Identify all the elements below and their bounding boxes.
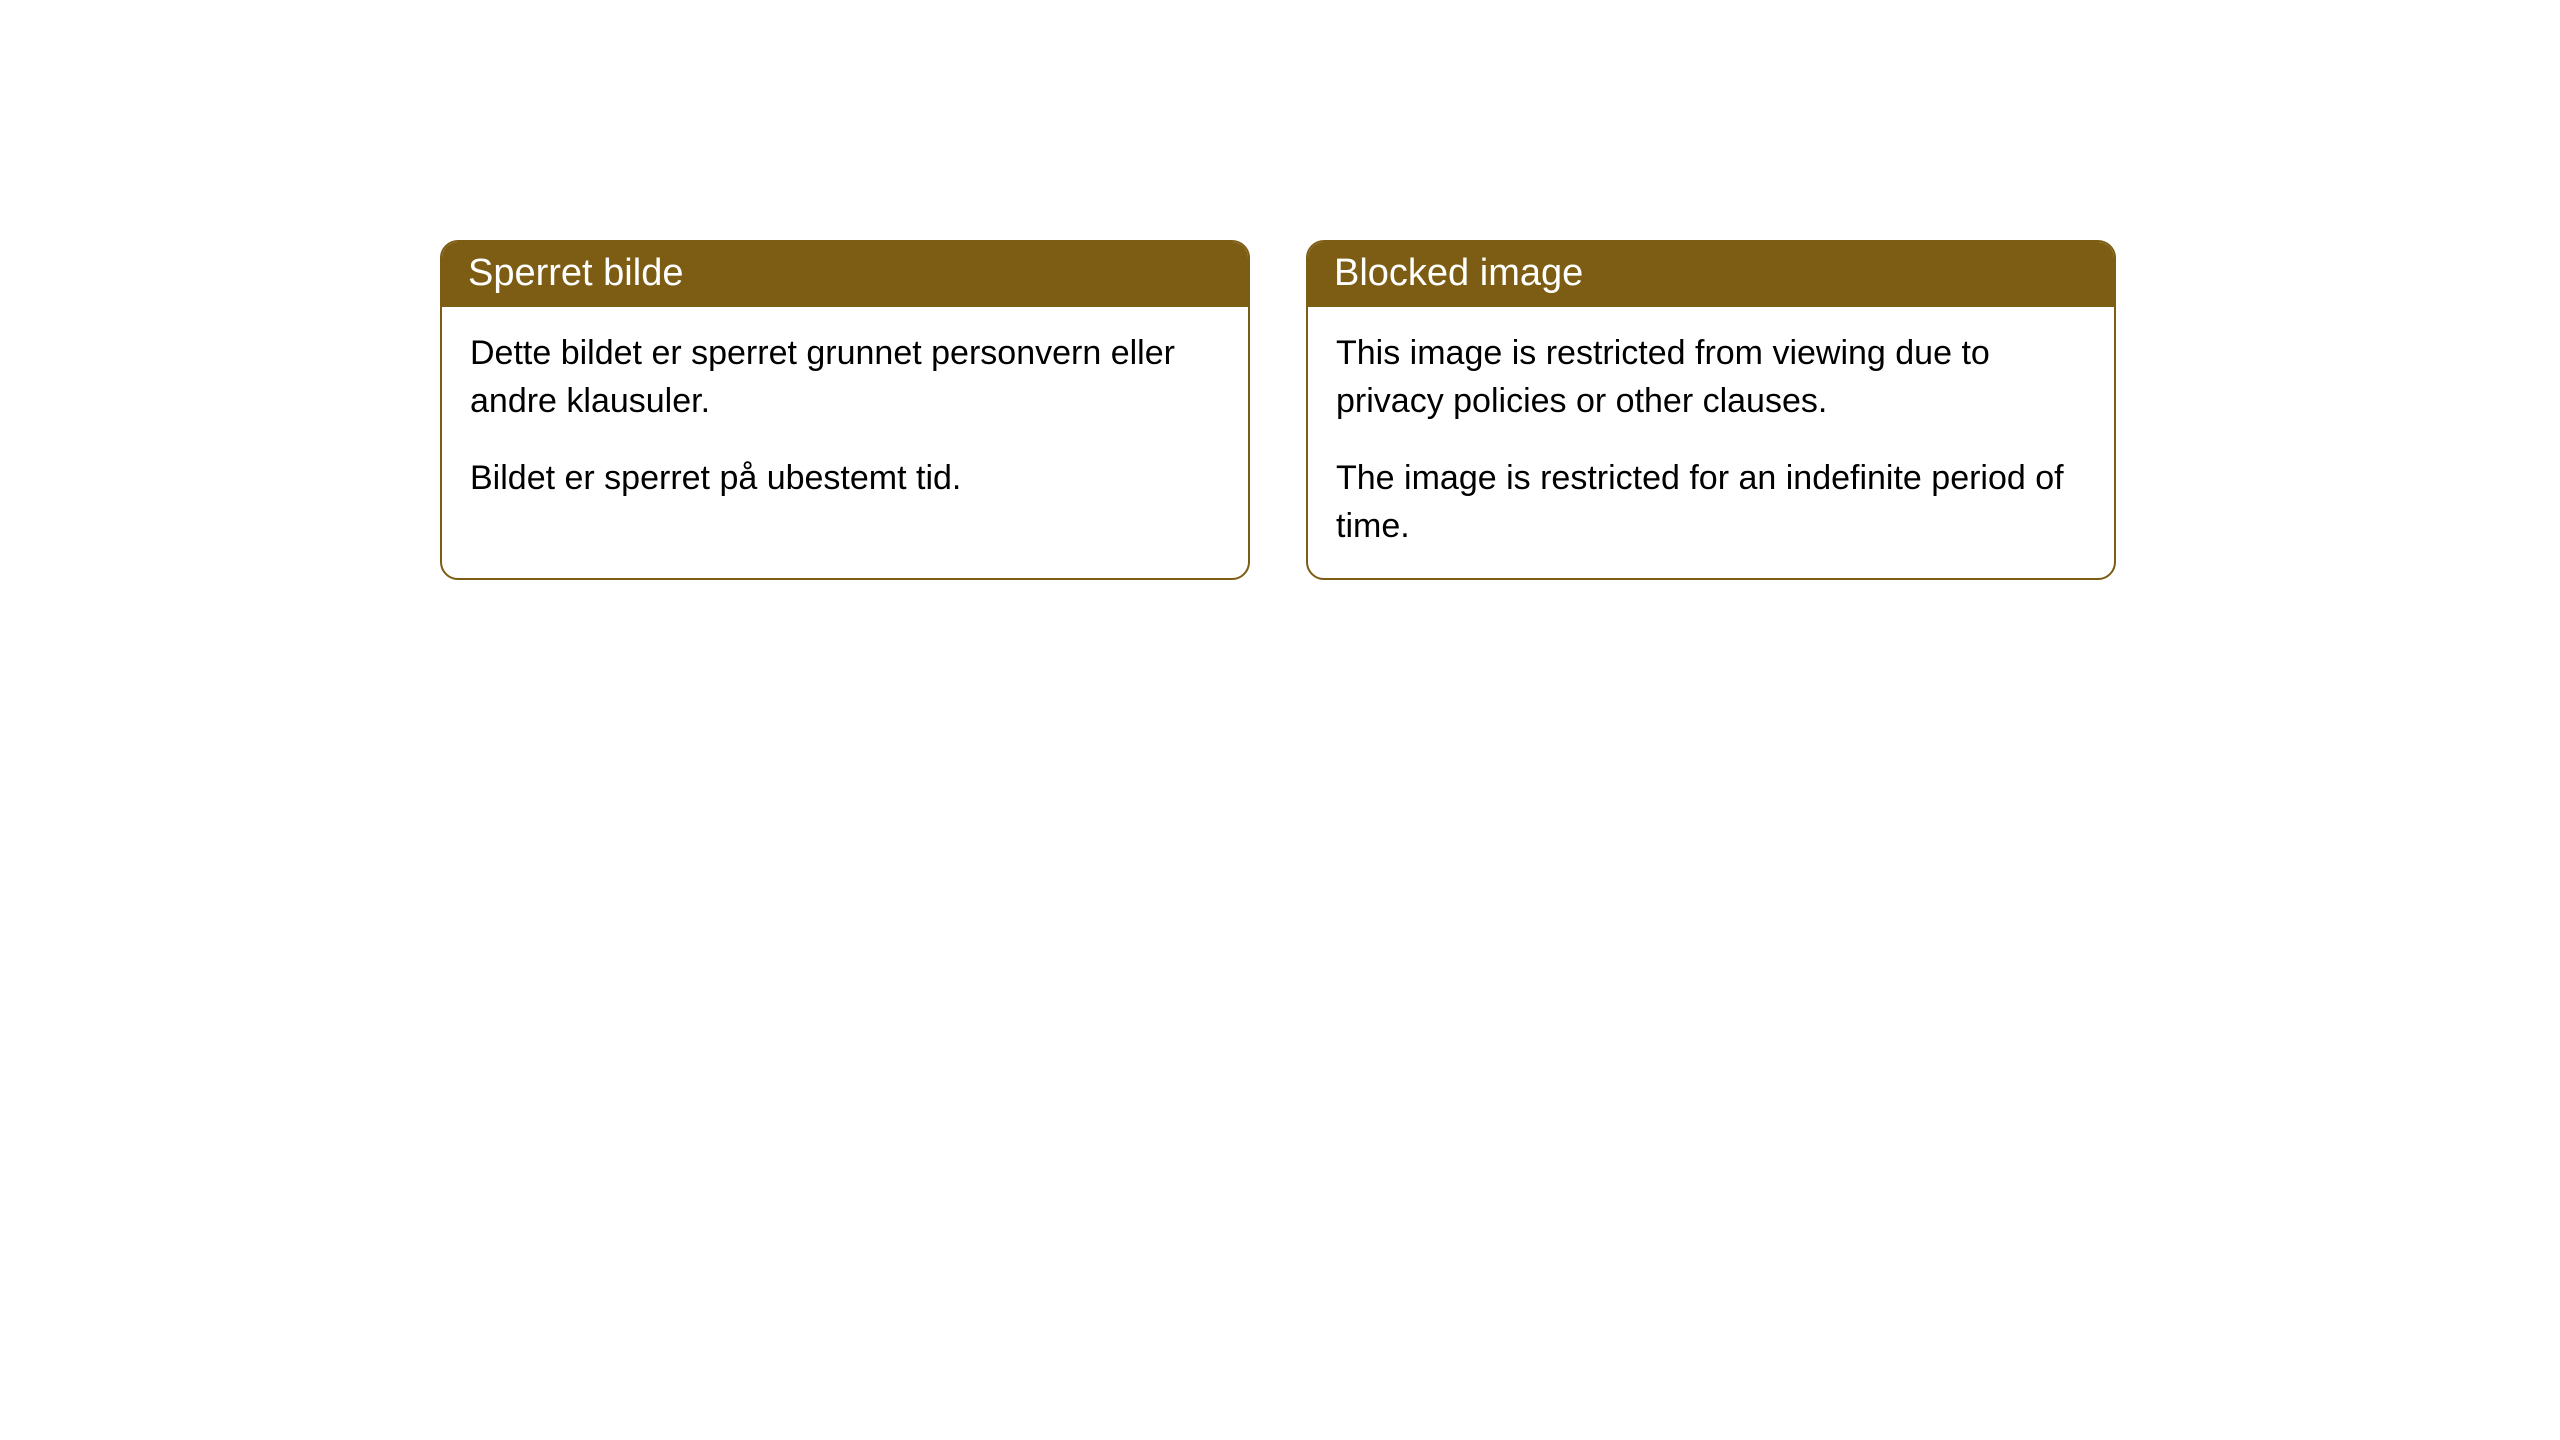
card-body-no: Dette bildet er sperret grunnet personve… (442, 307, 1248, 530)
card-paragraph-2-no: Bildet er sperret på ubestemt tid. (470, 454, 1220, 502)
card-paragraph-1-no: Dette bildet er sperret grunnet personve… (470, 329, 1220, 426)
blocked-image-card-en: Blocked image This image is restricted f… (1306, 240, 2116, 580)
card-paragraph-2-en: The image is restricted for an indefinit… (1336, 454, 2086, 551)
card-header-en: Blocked image (1308, 242, 2114, 307)
cards-container: Sperret bilde Dette bildet er sperret gr… (440, 240, 2116, 580)
blocked-image-card-no: Sperret bilde Dette bildet er sperret gr… (440, 240, 1250, 580)
card-body-en: This image is restricted from viewing du… (1308, 307, 2114, 578)
card-header-no: Sperret bilde (442, 242, 1248, 307)
card-paragraph-1-en: This image is restricted from viewing du… (1336, 329, 2086, 426)
